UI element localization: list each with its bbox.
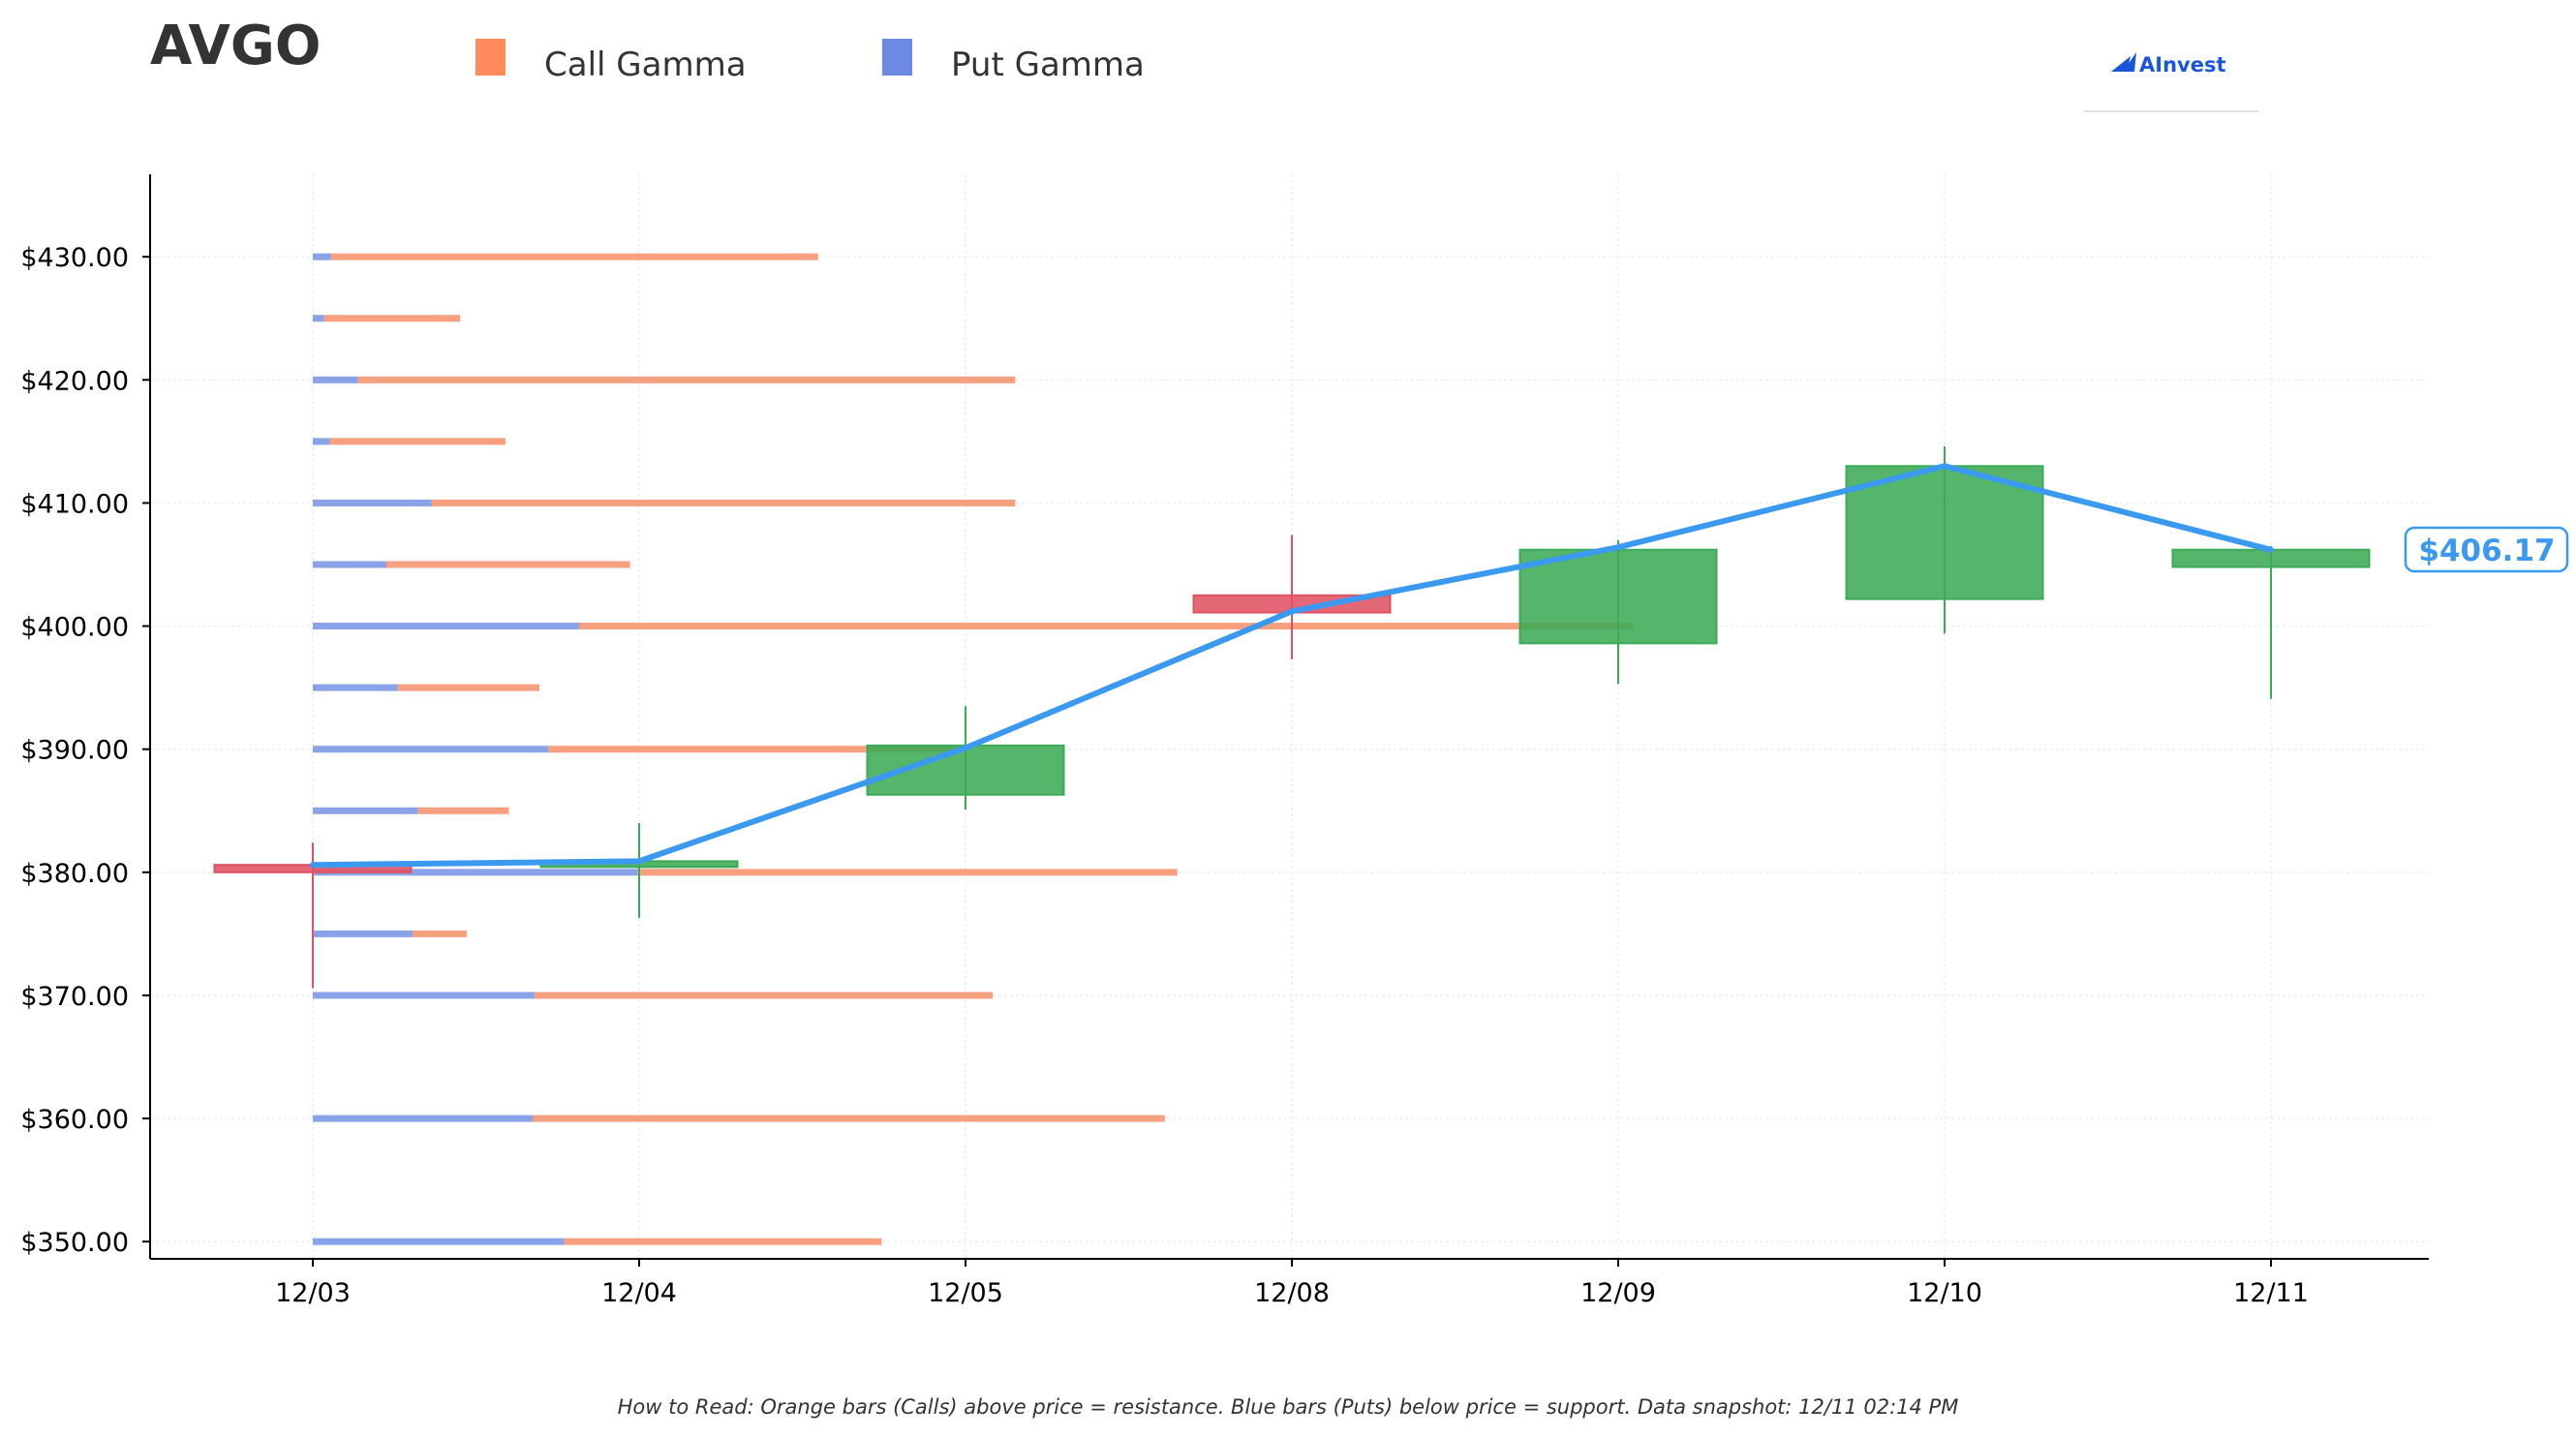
call-gamma-bar	[386, 561, 630, 568]
x-tick-label: 12/11	[2233, 1278, 2309, 1308]
x-tick-label: 12/09	[1580, 1278, 1656, 1308]
put-gamma-bar	[313, 869, 638, 876]
put-gamma-bar	[313, 684, 398, 691]
call-gamma-legend-swatch	[475, 39, 506, 76]
put-gamma-bar	[313, 438, 330, 445]
footnote: How to Read: Orange bars (Calls) above p…	[618, 1395, 1959, 1419]
logo-chart-icon	[2111, 52, 2136, 72]
close-line	[310, 463, 2274, 869]
x-tick-label: 12/04	[601, 1278, 677, 1308]
call-gamma-bar	[548, 746, 957, 753]
put-gamma-bar	[313, 930, 413, 937]
y-tick-label: $400.00	[20, 613, 129, 643]
put-gamma-bar	[313, 1115, 533, 1122]
call-gamma-bar	[431, 499, 1016, 506]
x-tick-label: 12/05	[928, 1278, 1003, 1308]
put-gamma-bar	[313, 499, 432, 506]
x-tick-label: 12/10	[1907, 1278, 1982, 1308]
call-gamma-bar	[417, 807, 509, 814]
last-price-badge: $406.17	[2404, 526, 2569, 573]
call-gamma-bar	[357, 376, 1016, 383]
x-tick-label: 12/03	[275, 1278, 351, 1308]
call-gamma-bar	[637, 869, 1178, 876]
x-tick-label: 12/08	[1254, 1278, 1330, 1308]
call-gamma-bar	[329, 438, 506, 445]
call-gamma-bar	[532, 1115, 1165, 1122]
call-gamma-bar	[564, 1238, 882, 1245]
y-tick-label: $380.00	[20, 859, 129, 889]
y-tick-label: $390.00	[20, 736, 129, 766]
call-gamma-bar	[330, 253, 818, 260]
put-gamma-legend-label: Put Gamma	[951, 46, 1145, 84]
call-gamma-bar	[412, 930, 468, 937]
call-gamma-legend-label: Call Gamma	[544, 46, 747, 84]
ticker-title: AVGO	[150, 15, 321, 77]
put-gamma-bar	[313, 623, 579, 630]
candle-body	[1845, 465, 2044, 600]
y-tick-label: $350.00	[20, 1228, 129, 1258]
put-gamma-bar	[313, 561, 387, 568]
gamma-bars	[313, 253, 1634, 1245]
put-gamma-legend-swatch	[882, 39, 912, 76]
call-gamma-bar	[578, 623, 1634, 630]
ainvest-logo: AInvest	[2084, 52, 2258, 112]
y-tick-label: $420.00	[20, 366, 129, 396]
axes	[149, 174, 2429, 1260]
y-tick-label: $430.00	[20, 243, 129, 273]
grid-lines	[150, 174, 2429, 1259]
put-gamma-bar	[313, 315, 324, 322]
put-gamma-bar	[313, 1238, 565, 1245]
put-gamma-bar	[313, 376, 358, 383]
put-gamma-bar	[313, 746, 549, 753]
close-price-line	[310, 463, 2274, 869]
last-price-label: $406.17	[2418, 534, 2555, 568]
call-gamma-bar	[397, 684, 539, 691]
call-gamma-bar	[535, 992, 993, 999]
x-axis-ticks: 12/03 12/04 12/05 12/08 12/09 12/10 12/11	[275, 1259, 2309, 1308]
y-axis-ticks: $350.00 $360.00 $370.00 $380.00 $390.00 $400.…	[20, 243, 150, 1258]
y-tick-label: $410.00	[20, 489, 129, 519]
y-tick-label: $360.00	[20, 1105, 129, 1135]
candle-body	[1518, 548, 1718, 645]
put-gamma-bar	[313, 807, 418, 814]
candlesticks	[213, 445, 2371, 989]
logo-text: AInvest	[2139, 53, 2226, 76]
call-gamma-bar	[323, 315, 461, 322]
y-tick-label: $370.00	[20, 982, 129, 1012]
put-gamma-bar	[313, 992, 536, 999]
put-gamma-bar	[313, 253, 331, 260]
